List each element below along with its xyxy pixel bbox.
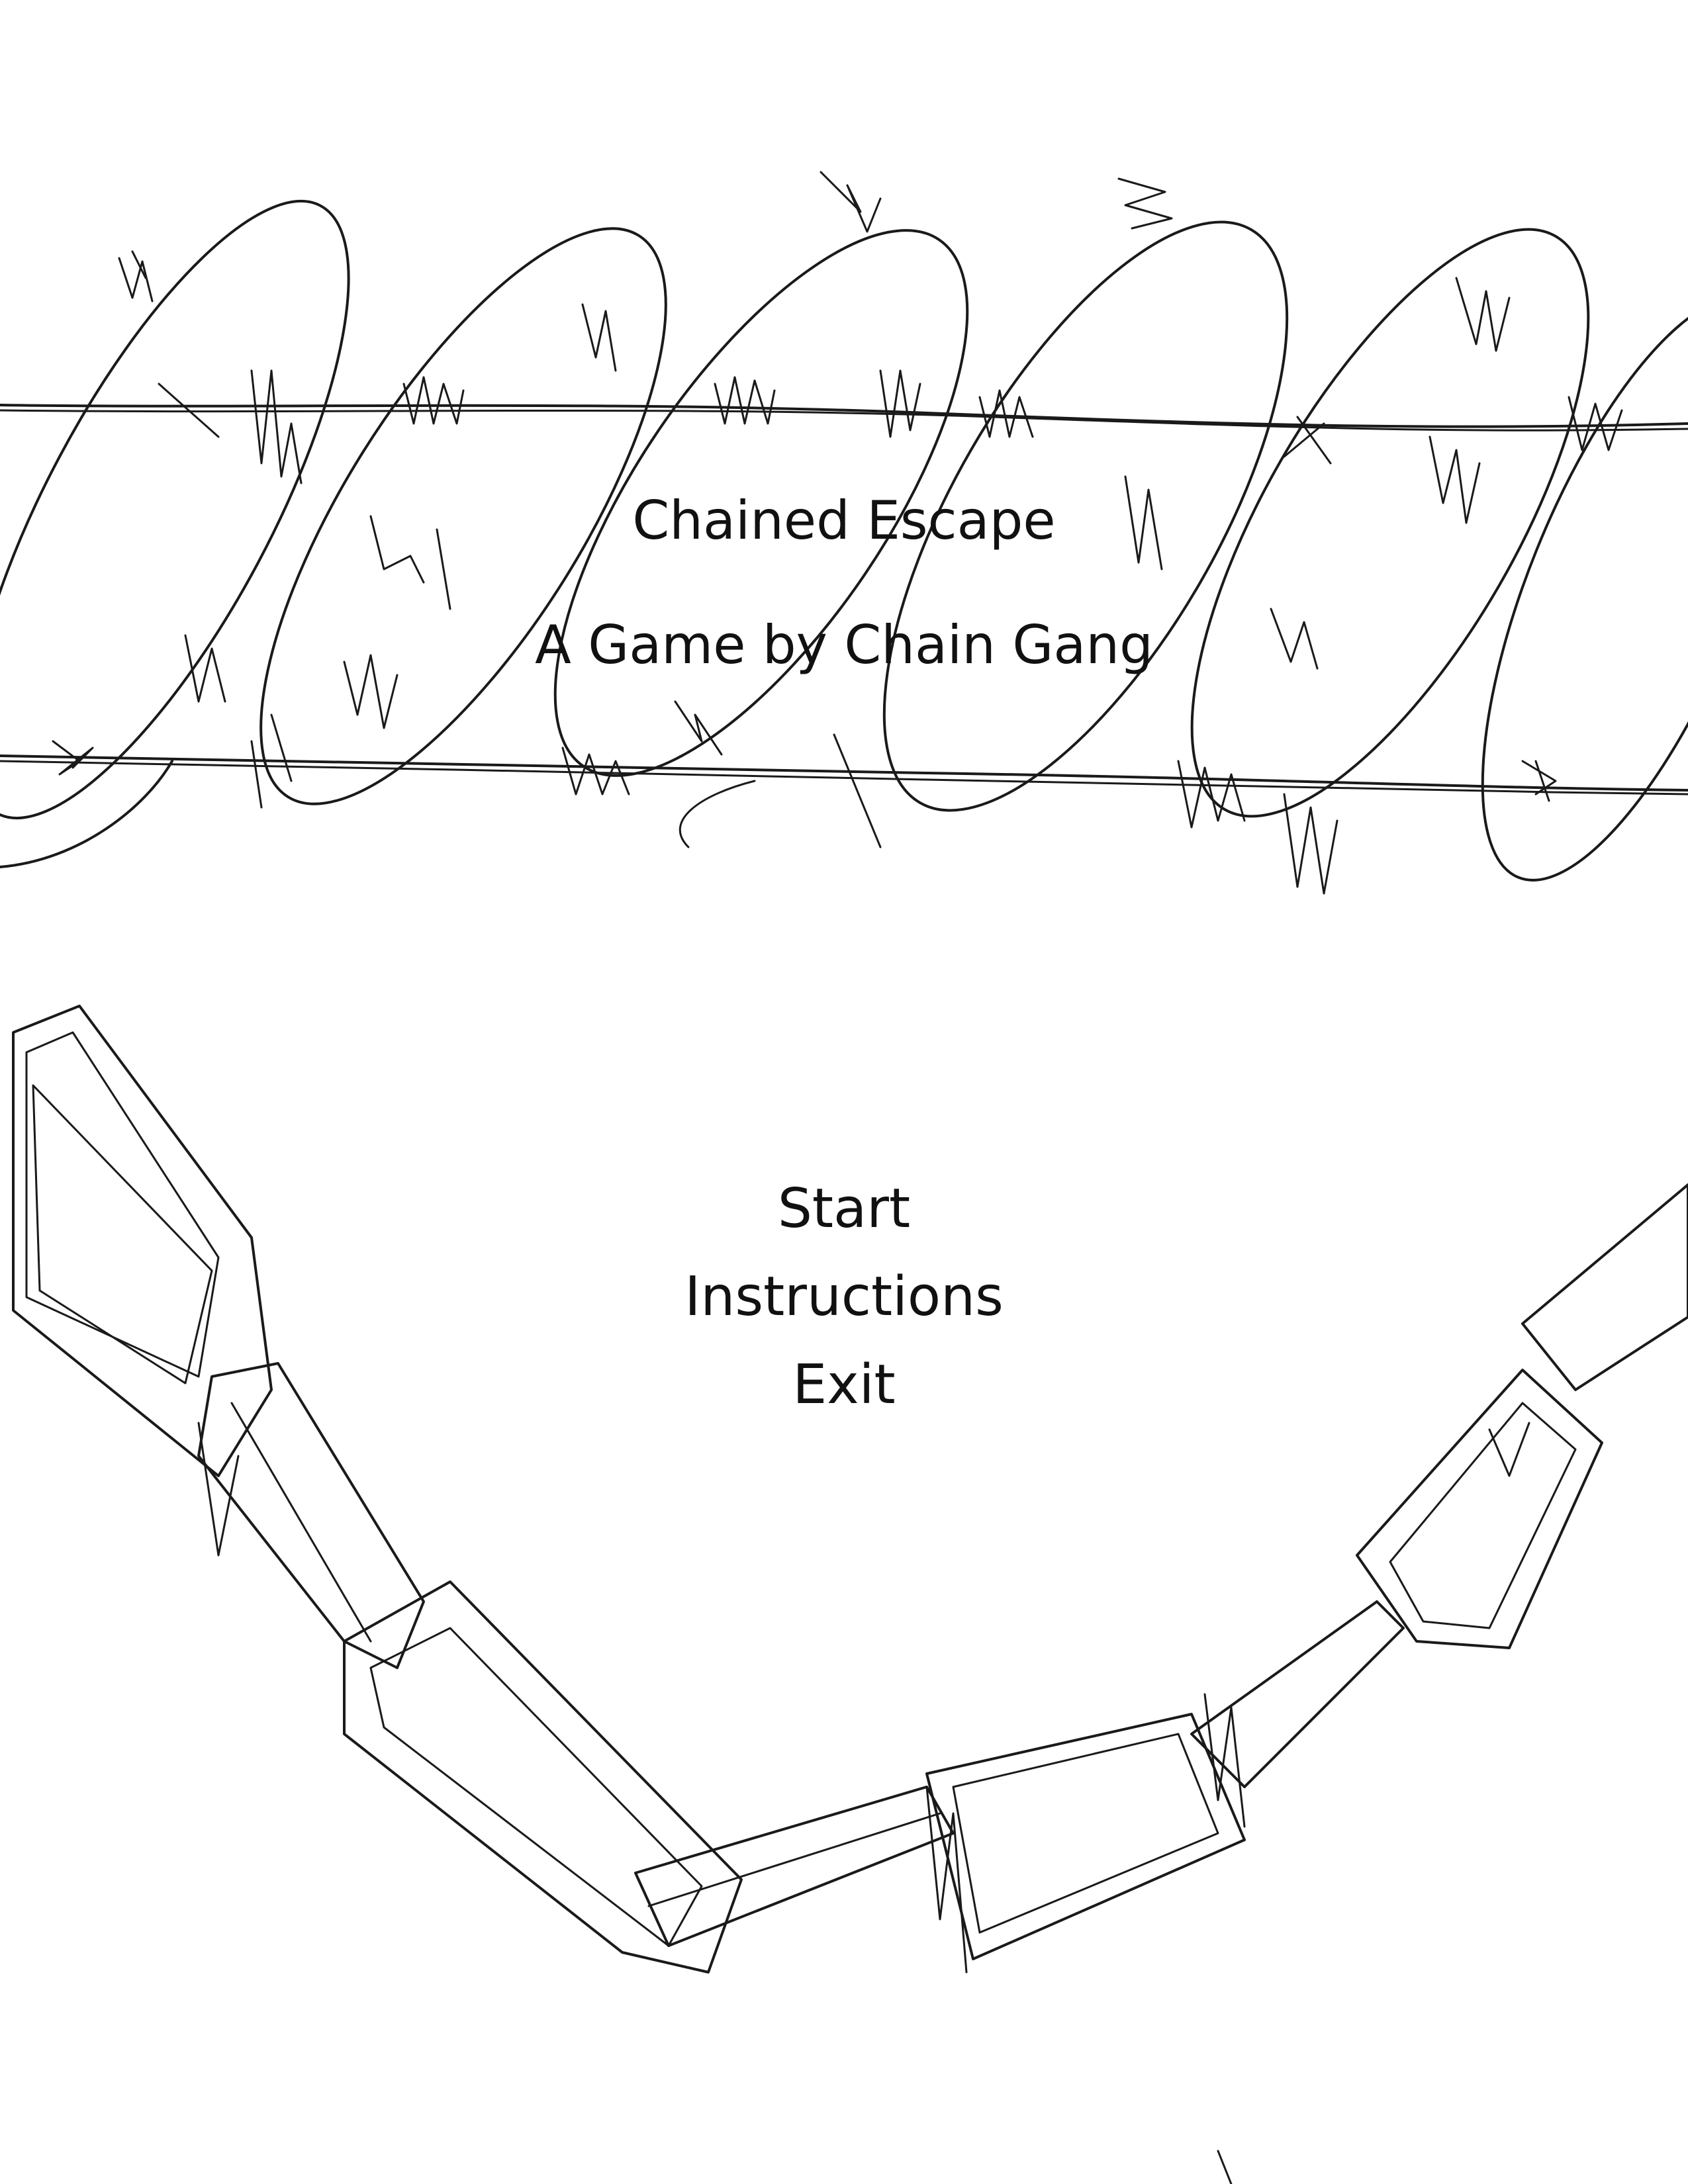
wire-line-top xyxy=(0,404,1688,428)
exit-button[interactable]: Exit xyxy=(659,1341,1029,1429)
chain-link xyxy=(1356,1369,1603,1649)
game-credit: A Game by Chain Gang xyxy=(535,614,1153,676)
instructions-button[interactable]: Instructions xyxy=(659,1253,1029,1341)
main-menu: Start Instructions Exit xyxy=(0,1165,1688,1429)
wire-coil-loop xyxy=(882,220,1289,812)
wire-coil-loop xyxy=(0,199,350,820)
wire-coil-loop xyxy=(1190,228,1590,818)
wire-line-top-2 xyxy=(0,409,1688,432)
wire-line-bottom xyxy=(0,754,1688,792)
wire-coil-tail xyxy=(0,760,173,868)
chain-link xyxy=(1521,1183,1688,1391)
chain-link xyxy=(12,1005,273,1477)
chain-link xyxy=(197,1362,425,1669)
wire-coil-loop xyxy=(1481,296,1688,882)
wire-barbs xyxy=(52,171,1623,895)
wire-coil-loop xyxy=(259,227,667,805)
chain-link xyxy=(343,1580,743,1974)
chain-link xyxy=(634,1786,955,1947)
wire-line-bottom-2 xyxy=(0,760,1688,796)
start-button[interactable]: Start xyxy=(659,1165,1029,1253)
wire-coil-loop xyxy=(553,229,969,777)
game-title: Chained Escape xyxy=(632,490,1056,551)
wire-coil-tail xyxy=(679,780,756,848)
chain-link xyxy=(925,1713,1246,1960)
chain-link xyxy=(1190,1600,1405,1788)
